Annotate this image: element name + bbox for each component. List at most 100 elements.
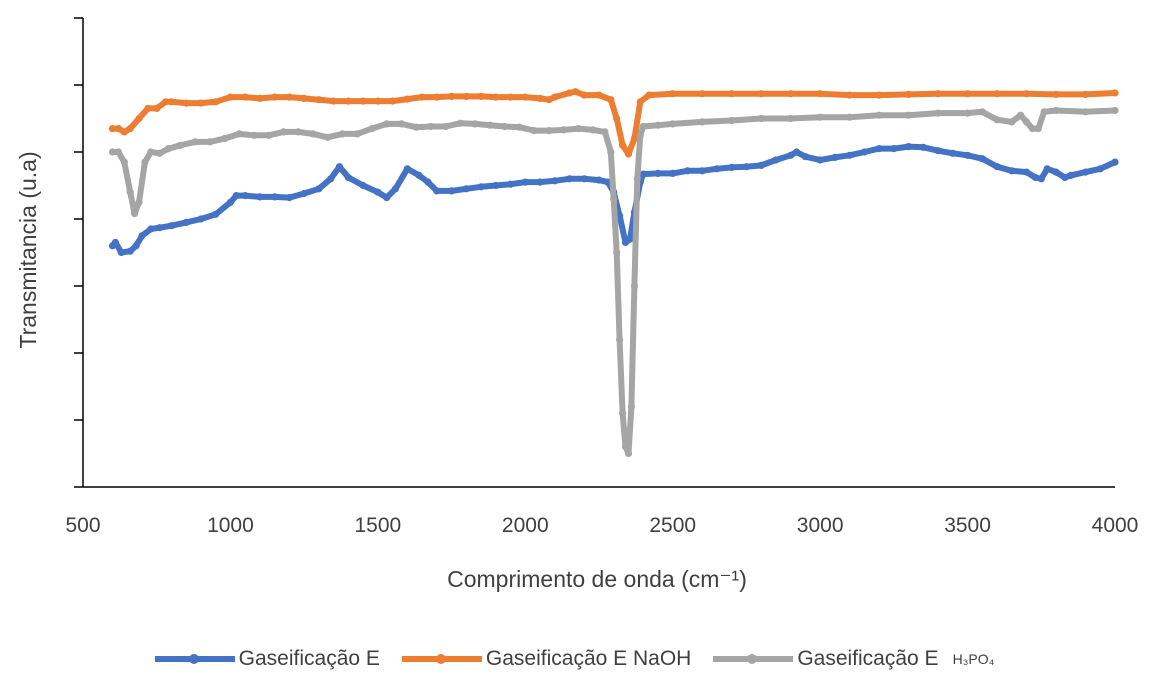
series-3-point-0 bbox=[108, 148, 117, 156]
series-2-point-35 bbox=[551, 93, 559, 101]
series-1-point-17 bbox=[285, 194, 293, 202]
series-1-point-39 bbox=[565, 175, 574, 183]
series-2-point-0 bbox=[108, 125, 117, 133]
x-tick-label-500: 500 bbox=[65, 514, 100, 537]
chart-legend: Gaseificação E Gaseificação E NaOH Gasei… bbox=[0, 644, 1149, 674]
series-2-point-46 bbox=[645, 91, 653, 99]
legend-label-series-2: Gaseificação E NaOH bbox=[485, 647, 692, 670]
series-3-point-18 bbox=[294, 128, 302, 136]
series-3-point-9 bbox=[164, 145, 173, 153]
series-2-point-44 bbox=[630, 135, 639, 143]
series-1-point-6 bbox=[147, 225, 155, 233]
series-2-point-26 bbox=[433, 93, 441, 101]
series-3-point-21 bbox=[338, 130, 347, 138]
series-3-point-25 bbox=[397, 120, 405, 128]
series-2-point-51 bbox=[787, 90, 795, 98]
series-1-point-73 bbox=[978, 155, 986, 163]
x-axis-tick-labels: 500 1000 1500 2000 2500 3000 3500 4000 bbox=[65, 514, 1138, 537]
series-2-point-34 bbox=[545, 96, 553, 104]
series-1-point-36 bbox=[521, 178, 529, 186]
series-2-point-5 bbox=[144, 104, 152, 112]
series-1-point-31 bbox=[448, 187, 456, 195]
series-3-point-55 bbox=[728, 116, 736, 125]
series-3-point-61 bbox=[905, 111, 913, 119]
series-2-point-43 bbox=[624, 150, 633, 158]
series-2-point-15 bbox=[271, 93, 279, 101]
series-2-point-36 bbox=[565, 89, 574, 97]
series-2-point-52 bbox=[816, 90, 824, 98]
series-3-point-56 bbox=[757, 114, 765, 123]
series-2-point-40 bbox=[607, 96, 615, 104]
series-3-point-8 bbox=[156, 149, 164, 157]
series-3-point-29 bbox=[456, 119, 464, 127]
series-2-point-54 bbox=[875, 91, 883, 99]
series-3-point-60 bbox=[875, 111, 883, 119]
series-1-point-32 bbox=[462, 185, 470, 193]
series-2-point-4 bbox=[135, 114, 143, 123]
legend-label-series-1: Gaseificação E bbox=[238, 647, 380, 670]
series-2-point-2 bbox=[120, 128, 128, 136]
series-1-point-34 bbox=[492, 181, 500, 190]
series-3-point-35 bbox=[545, 127, 553, 135]
series-3-point-5 bbox=[135, 198, 143, 206]
series-1-point-58 bbox=[772, 156, 780, 164]
series-1-point-13 bbox=[232, 192, 240, 200]
series-3-point-41 bbox=[610, 195, 618, 203]
series-1-point-3 bbox=[126, 247, 134, 255]
series-1-point-9 bbox=[182, 218, 190, 226]
series-1-point-61 bbox=[801, 153, 810, 161]
y-axis-ticks bbox=[74, 17, 83, 488]
series-3-point-30 bbox=[471, 120, 479, 128]
series-1-point-54 bbox=[713, 165, 721, 173]
x-tick-label-2000: 2000 bbox=[502, 514, 549, 537]
series-3-point-37 bbox=[574, 125, 583, 133]
series-1-point-63 bbox=[831, 153, 839, 161]
series-1-point-5 bbox=[138, 232, 146, 240]
series-2-point-38 bbox=[580, 91, 588, 99]
series-2-point-60 bbox=[1052, 90, 1060, 98]
series-markers-1 bbox=[108, 143, 1119, 257]
x-tick-label-3000: 3000 bbox=[797, 514, 844, 537]
series-1-point-14 bbox=[241, 192, 249, 200]
series-3-point-38 bbox=[589, 126, 597, 134]
x-tick-label-3500: 3500 bbox=[944, 514, 991, 537]
series-3-point-23 bbox=[368, 125, 376, 133]
series-3-point-32 bbox=[501, 122, 509, 131]
series-2-point-58 bbox=[993, 90, 1001, 98]
series-1-point-72 bbox=[964, 151, 972, 159]
series-3-point-24 bbox=[383, 120, 391, 128]
series-2-point-61 bbox=[1081, 90, 1090, 98]
legend-item-series-1: Gaseificação E bbox=[154, 647, 380, 671]
series-2-point-55 bbox=[905, 90, 913, 98]
series-3-point-27 bbox=[427, 122, 435, 131]
series-2-point-6 bbox=[153, 104, 161, 112]
x-axis-title: Comprimento de onda (cm⁻¹) bbox=[447, 566, 747, 592]
legend-swatch-series-3 bbox=[713, 654, 794, 664]
series-3-point-34 bbox=[530, 127, 538, 135]
series-1-point-70 bbox=[934, 147, 942, 155]
series-2-point-22 bbox=[374, 97, 382, 105]
series-1-point-24 bbox=[374, 188, 382, 196]
series-3-point-70 bbox=[1034, 125, 1042, 133]
series-1-point-27 bbox=[403, 165, 411, 173]
series-3-point-66 bbox=[1008, 118, 1016, 126]
series-2-point-24 bbox=[403, 95, 411, 103]
series-2-point-42 bbox=[619, 141, 627, 149]
series-1-point-8 bbox=[167, 222, 176, 230]
series-2-point-62 bbox=[1111, 89, 1119, 97]
series-1-point-15 bbox=[256, 193, 264, 201]
series-3-point-71 bbox=[1040, 108, 1048, 116]
series-1-point-35 bbox=[506, 180, 515, 188]
series-3-point-28 bbox=[442, 122, 450, 131]
series-3-point-1 bbox=[114, 148, 122, 156]
series-3-point-62 bbox=[934, 109, 942, 117]
series-2-point-49 bbox=[728, 90, 736, 98]
series-3-point-50 bbox=[636, 131, 644, 139]
series-1-point-18 bbox=[300, 189, 308, 198]
series-3-point-69 bbox=[1028, 125, 1036, 133]
series-1-point-29 bbox=[424, 178, 432, 186]
series-3-point-16 bbox=[265, 131, 273, 139]
series-1-point-59 bbox=[787, 151, 795, 159]
series-3-point-43 bbox=[616, 336, 624, 344]
series-1-point-55 bbox=[728, 163, 736, 171]
